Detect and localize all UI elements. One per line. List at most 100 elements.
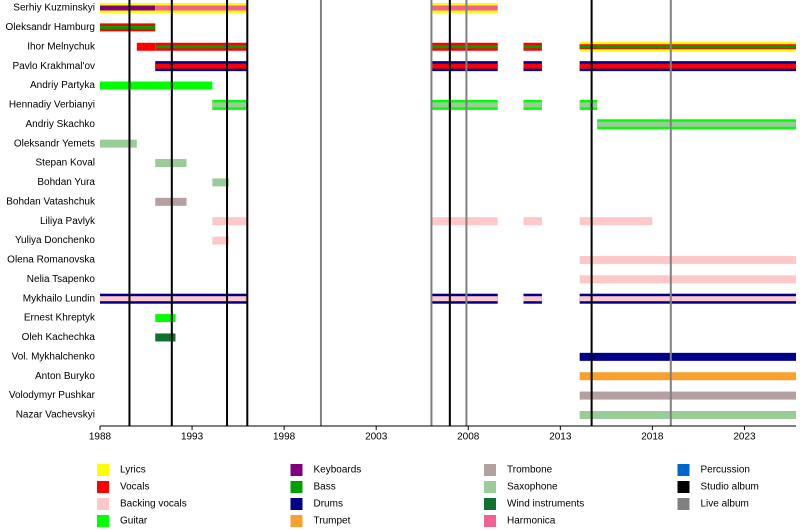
legend-swatch [290, 481, 303, 493]
legend-label: Studio album [701, 482, 759, 493]
bar [579, 63, 796, 69]
bar [100, 139, 137, 148]
bar [579, 275, 796, 284]
legend-swatch [97, 481, 109, 493]
bar [212, 217, 248, 226]
bar [136, 42, 156, 51]
legend-swatch [484, 498, 496, 510]
legend-swatch [97, 515, 109, 527]
member-name: Oleksandr Yemets [14, 138, 95, 149]
bar [431, 217, 498, 226]
bar-stripe [579, 45, 796, 49]
member-name: Bohdan Vatashchuk [6, 196, 96, 207]
bar [431, 63, 498, 69]
legend-label: Backing vocals [120, 499, 187, 510]
bar [212, 178, 229, 187]
legend-label: Lyrics [120, 465, 146, 476]
member-name: Ihor Melnychuk [27, 41, 96, 52]
member-name: Ernest Khreptyk [24, 313, 96, 324]
bar [579, 217, 653, 226]
member-name: Olena Romanovska [7, 255, 95, 266]
legend-label: Live album [701, 499, 749, 510]
x-tick-label: 1993 [181, 432, 204, 443]
bar-stripe [155, 45, 248, 49]
bar [579, 372, 796, 381]
legend-swatch [484, 515, 496, 527]
bar [523, 102, 542, 108]
legend-swatch [484, 464, 496, 476]
legend-swatch [484, 481, 496, 493]
bar [155, 5, 248, 11]
bar [212, 102, 248, 108]
bar [155, 63, 248, 69]
bar [100, 81, 213, 90]
member-name: Nelia Tsapenko [27, 274, 96, 285]
bar [579, 352, 796, 361]
bar [212, 236, 229, 245]
x-tick-label: 2023 [733, 432, 756, 443]
x-tick-label: 2013 [549, 432, 572, 443]
bar [579, 255, 796, 264]
legend-swatch [290, 515, 303, 527]
legend-label: Vocals [120, 482, 149, 493]
member-name: Pavlo Krakhmal'ov [13, 61, 96, 72]
bar [431, 5, 498, 11]
member-name: Oleh Kachechka [22, 332, 96, 343]
bar [579, 296, 796, 302]
member-name: Mykhailo Lundin [23, 293, 95, 304]
legend-label: Saxophone [507, 482, 558, 493]
x-tick-label: 1998 [273, 432, 296, 443]
legend-label: Harmonica [507, 516, 556, 527]
x-tick-label: 2008 [457, 432, 480, 443]
legend-label: Guitar [120, 516, 148, 527]
member-name: Nazar Vachevskyi [16, 410, 95, 421]
member-name: Stepan Koval [36, 158, 96, 169]
bar [579, 410, 796, 419]
bar-stripe [431, 45, 498, 49]
member-name: Serhiy Kuzminskyi [13, 3, 95, 14]
legend-label: Bass [314, 482, 336, 493]
bar-stripe [523, 45, 542, 49]
legend-swatch [677, 481, 690, 493]
bar [100, 5, 156, 11]
legend-swatch [290, 464, 303, 476]
bar [597, 121, 796, 127]
legend-label: Keyboards [314, 465, 362, 476]
bar [431, 102, 498, 108]
legend-swatch [97, 498, 109, 510]
bar [100, 296, 248, 302]
legend-label: Trumpet [314, 516, 351, 527]
member-name: Volodymyr Pushkar [9, 390, 96, 401]
bar-stripe [100, 25, 156, 29]
member-name: Bohdan Yura [37, 177, 95, 188]
member-name: Andriy Partyka [30, 80, 95, 91]
member-name: Vol. Mykhalchenko [12, 351, 96, 362]
member-name: Yuliya Donchenko [15, 235, 95, 246]
legend-label: Percussion [701, 465, 750, 476]
bar [579, 102, 598, 108]
member-name: Andriy Skachko [26, 119, 96, 130]
member-name: Anton Buryko [35, 371, 95, 382]
bar [155, 333, 176, 342]
x-tick-label: 2003 [365, 432, 388, 443]
legend-label: Trombone [507, 465, 553, 476]
legend-swatch [290, 498, 303, 510]
member-name: Oleksandr Hamburg [6, 22, 95, 33]
legend-label: Wind instruments [507, 499, 584, 510]
x-tick-label: 2018 [641, 432, 664, 443]
bar [155, 314, 176, 323]
bar [523, 63, 542, 69]
member-name: Hennadiy Verbianyi [9, 100, 95, 111]
legend-swatch [677, 464, 690, 476]
bar [431, 296, 498, 302]
bar [579, 391, 796, 400]
legend-swatch [97, 464, 109, 476]
member-name: Liliya Pavlyk [40, 216, 96, 227]
legend-label: Drums [314, 499, 343, 510]
x-tick-label: 1988 [89, 432, 112, 443]
legend-swatch [677, 498, 690, 510]
bar [523, 296, 542, 302]
bar [523, 217, 542, 226]
